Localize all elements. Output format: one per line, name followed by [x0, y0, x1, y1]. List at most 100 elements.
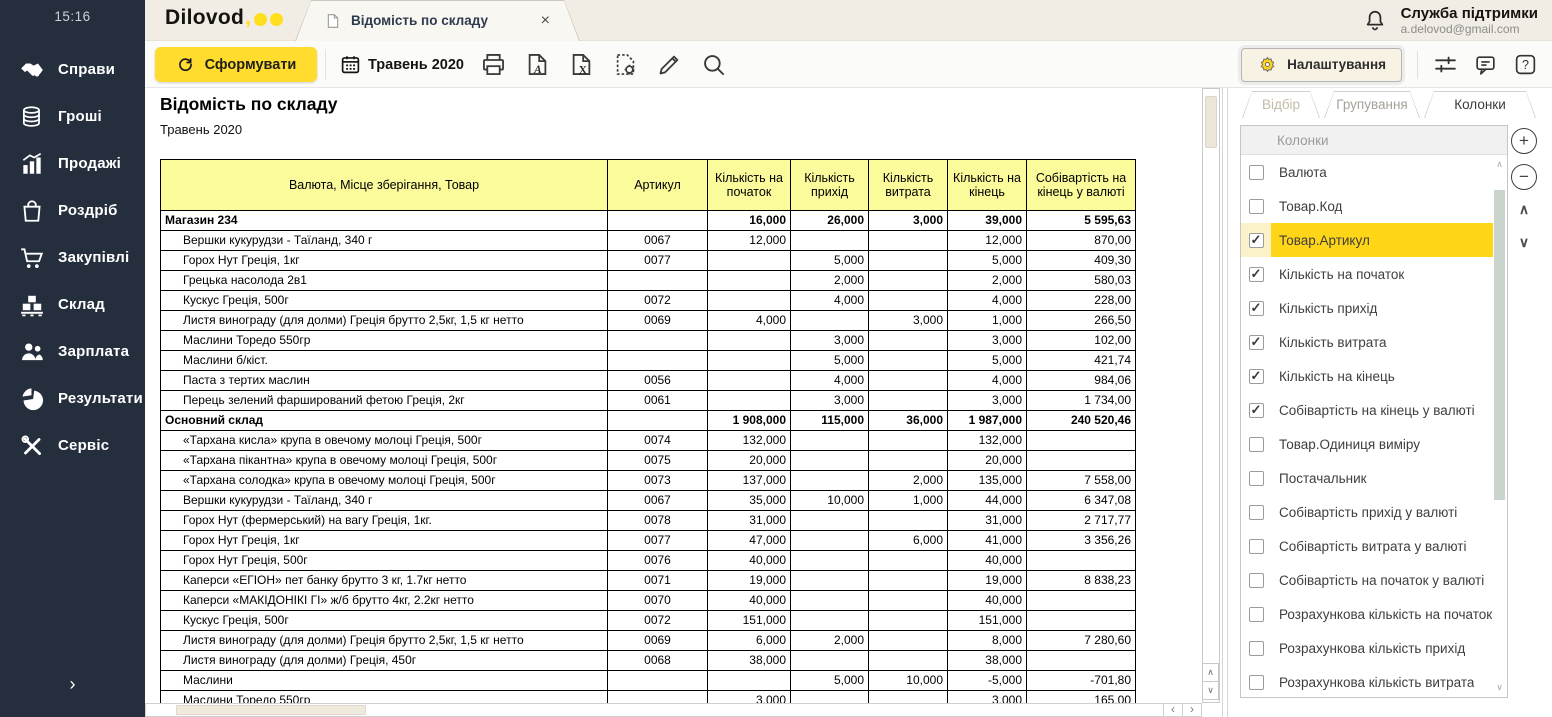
add-column-button[interactable]: [1511, 128, 1537, 154]
document-tab[interactable]: Відомість по складу: [295, 0, 580, 41]
tab-selection[interactable]: Відбір: [1242, 91, 1320, 118]
checkbox[interactable]: [1249, 641, 1264, 656]
sidebar-item[interactable]: Склад: [0, 281, 145, 328]
scroll-up-icon[interactable]: [1493, 159, 1506, 170]
comment-icon[interactable]: [1473, 52, 1498, 77]
cell-qty-end: 5,000: [948, 351, 1027, 371]
checkbox-zone: [1241, 563, 1271, 597]
column-list-item[interactable]: Постачальник: [1241, 461, 1494, 495]
table-row: Листя винограду (для долми) Греція брутт…: [161, 311, 1136, 331]
horizontal-scrollbar-thumb[interactable]: [176, 705, 366, 715]
checkbox[interactable]: [1249, 233, 1264, 248]
list-scrollbar[interactable]: [1493, 156, 1506, 696]
settings-panel: Відбір Групування Колонки Колонки Валюта…: [1228, 88, 1552, 717]
scroll-left-icon[interactable]: [1163, 704, 1182, 716]
checkbox[interactable]: [1249, 573, 1264, 588]
column-list-item[interactable]: Кількість витрата: [1241, 325, 1494, 359]
checkbox[interactable]: [1249, 471, 1264, 486]
sidebar-expand-chevron-icon[interactable]: [0, 674, 145, 695]
sidebar-item[interactable]: Роздріб: [0, 187, 145, 234]
checkbox[interactable]: [1249, 675, 1264, 690]
move-down-icon[interactable]: [1513, 234, 1535, 251]
remove-column-button[interactable]: [1511, 164, 1537, 190]
column-list-item[interactable]: Розрахункова кількість витрата: [1241, 665, 1494, 698]
scroll-right-icon[interactable]: [1182, 704, 1201, 716]
search-icon[interactable]: [700, 51, 727, 78]
column-list-item[interactable]: Собівартість на кінець у валюті: [1241, 393, 1494, 427]
generate-button[interactable]: Сформувати: [155, 47, 317, 82]
report-settings-icon[interactable]: [612, 51, 639, 78]
checkbox[interactable]: [1249, 301, 1264, 316]
sidebar-item[interactable]: Результати: [0, 375, 145, 422]
cell-qty-out: 3,000: [869, 211, 948, 231]
help-icon[interactable]: [1513, 52, 1538, 77]
column-list-item[interactable]: Розрахункова кількість прихід: [1241, 631, 1494, 665]
cell-qty-start: 1 908,000: [708, 411, 791, 431]
report-horizontal-scrollbar[interactable]: [145, 703, 1202, 717]
checkbox[interactable]: [1249, 335, 1264, 350]
checkbox[interactable]: [1249, 165, 1264, 180]
report-vertical-scrollbar[interactable]: [1202, 88, 1220, 703]
vertical-scrollbar-thumb[interactable]: [1205, 96, 1217, 148]
table-row: Листя винограду (для долми) Греція, 450г…: [161, 651, 1136, 671]
cell-cost-end: [1027, 451, 1136, 471]
sidebar-item[interactable]: Закупівлі: [0, 234, 145, 281]
edit-icon[interactable]: [656, 51, 683, 78]
column-list-item[interactable]: Розрахункова кількість на початок: [1241, 597, 1494, 631]
cell-cost-end: [1027, 431, 1136, 451]
sidebar-item[interactable]: Продажі: [0, 140, 145, 187]
sidebar-item[interactable]: Гроші: [0, 93, 145, 140]
sidebar-item[interactable]: Сервіс: [0, 422, 145, 469]
checkbox[interactable]: [1249, 369, 1264, 384]
tab-columns[interactable]: Колонки: [1424, 91, 1536, 118]
cell-item-name: Маслини: [161, 671, 608, 691]
tab-grouping[interactable]: Групування: [1324, 91, 1420, 118]
cell-qty-out: [869, 591, 948, 611]
checkbox[interactable]: [1249, 267, 1264, 282]
print-icon[interactable]: [480, 51, 507, 78]
column-list-item[interactable]: Собівартість на початок у валюті: [1241, 563, 1494, 597]
close-icon[interactable]: [541, 13, 550, 29]
sidebar-item[interactable]: Зарплата: [0, 328, 145, 375]
sidebar-item[interactable]: Справи: [0, 46, 145, 93]
list-scrollbar-thumb[interactable]: [1494, 190, 1505, 500]
column-list-item[interactable]: Товар.Код: [1241, 189, 1494, 223]
scroll-down-icon[interactable]: [1493, 682, 1506, 693]
pdf-export-icon[interactable]: [524, 51, 551, 78]
cell-cost-end: 580,03: [1027, 271, 1136, 291]
cell-qty-in: 2,000: [791, 271, 869, 291]
cell-qty-in: [791, 311, 869, 331]
tab-title: Відомість по складу: [351, 13, 531, 28]
period-selector[interactable]: Травень 2020: [340, 47, 464, 82]
cell-article: [608, 271, 708, 291]
excel-export-icon[interactable]: [568, 51, 595, 78]
checkbox[interactable]: [1249, 505, 1264, 520]
column-list-item[interactable]: Собівартість прихід у валюті: [1241, 495, 1494, 529]
checkbox[interactable]: [1249, 199, 1264, 214]
column-list-item[interactable]: Кількість на початок: [1241, 257, 1494, 291]
column-list-item[interactable]: Товар.Артикул: [1241, 223, 1494, 257]
checkbox[interactable]: [1249, 437, 1264, 452]
bell-icon[interactable]: [1362, 8, 1388, 34]
table-row: Каперси «ЕГІОН» пет банку брутто 3 кг, 1…: [161, 571, 1136, 591]
scroll-up-icon[interactable]: [1202, 663, 1219, 682]
sliders-icon[interactable]: [1433, 52, 1458, 77]
column-list-item[interactable]: Кількість прихід: [1241, 291, 1494, 325]
cell-item-name: Горох Нут Греція, 1кг: [161, 531, 608, 551]
cell-qty-start: 31,000: [708, 511, 791, 531]
cell-cost-end: 3 356,26: [1027, 531, 1136, 551]
column-list-item[interactable]: Кількість на кінець: [1241, 359, 1494, 393]
scroll-down-icon[interactable]: [1202, 681, 1219, 700]
checkbox[interactable]: [1249, 607, 1264, 622]
support-email: a.delovod@gmail.com: [1401, 22, 1538, 36]
checkbox[interactable]: [1249, 403, 1264, 418]
checkbox[interactable]: [1249, 539, 1264, 554]
cell-qty-out: 1,000: [869, 491, 948, 511]
cell-qty-start: [708, 251, 791, 271]
move-up-icon[interactable]: [1513, 201, 1535, 218]
column-list-item[interactable]: Собівартість витрата у валюті: [1241, 529, 1494, 563]
settings-button[interactable]: Налаштування: [1241, 48, 1402, 82]
cell-cost-end: 7 558,00: [1027, 471, 1136, 491]
column-list-item[interactable]: Валюта: [1241, 155, 1494, 189]
column-list-item[interactable]: Товар.Одиниця виміру: [1241, 427, 1494, 461]
